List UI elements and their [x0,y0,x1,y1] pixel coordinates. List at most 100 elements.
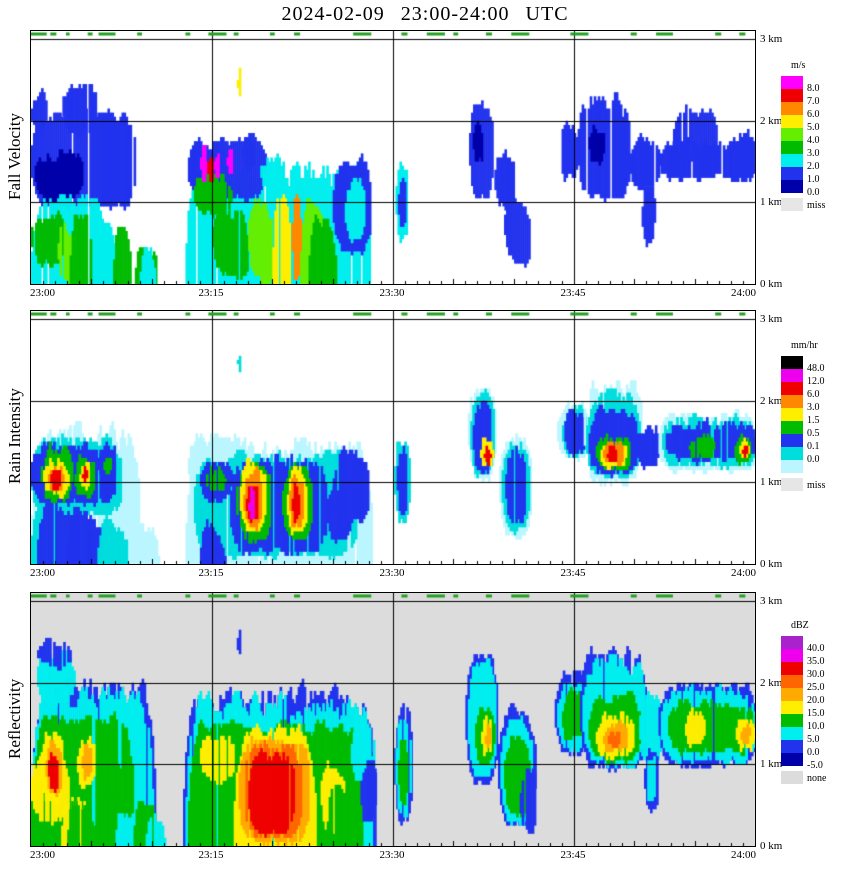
colorbar-block [781,701,803,714]
colorbar-unit-label: m/s [791,60,806,71]
time-tick-label: 23:00 [30,567,56,579]
colorbar-tick-label: 7.0 [807,96,820,107]
colorbar-block [781,115,803,128]
chart-title: 2024-02-09 23:00-24:00 UTC [281,3,569,25]
colorbar-tick-label: 0.0 [807,747,820,758]
time-tick-label: 23:30 [379,287,405,299]
colorbar-block [781,460,803,473]
time-tick-label: 24:00 [730,287,756,299]
colorbar-tick-label: 12.0 [807,376,825,387]
colorbar-tick-label: 10.0 [807,721,825,732]
height-tick-label: 2 km [760,394,783,407]
colorbar-tick-label: 5.0 [807,734,820,745]
colorbar-block [781,649,803,662]
colorbar-block [781,408,803,421]
plot-area-reflectivity [30,592,756,847]
height-tick-label: 3 km [760,595,783,608]
panel-fall-velocity: Fall Velocity 3 km 2 km 1 km 0 km 23:00 23:15 2… [0,30,850,330]
colorbar-block [781,434,803,447]
colorbar-tick-label: 15.0 [807,708,825,719]
time-tick-label: 23:45 [560,287,586,299]
colorbar-tick-label: 1.5 [807,415,820,426]
colorbar-block [781,688,803,701]
colorbar-tick-label: 2.0 [807,161,820,172]
heatmap-canvas-reflectivity [31,593,755,846]
colorbar-block [781,753,803,766]
y-axis-title-fall-velocity: Fall Velocity [5,112,24,201]
colorbar-block [781,675,803,688]
colorbar-block [781,727,803,740]
y-axis-title-rain-intensity: Rain Intensity [5,388,24,485]
height-tick-label: 0 km [760,278,783,290]
colorbar-tick-label: 3.0 [807,148,820,159]
height-tick-label: 2 km [760,114,783,127]
colorbar-tick-label: 48.0 [807,363,825,374]
plot-area-rain-intensity [30,310,756,565]
colorbar-block [781,714,803,727]
colorbar-missing-label: none [807,773,827,784]
heatmap-canvas-fall-velocity [31,31,755,284]
colorbar-tick-label: 30.0 [807,669,825,680]
colorbar-block [781,180,803,193]
colorbar-tick-label: 25.0 [807,682,825,693]
colorbar-unit-label: mm/hr [791,340,818,351]
time-tick-label: 23:15 [198,287,224,299]
time-tick-label: 24:00 [730,849,756,861]
colorbar-block [781,395,803,408]
colorbar-tick-label: 6.0 [807,109,820,120]
height-tick-label: 1 km [760,476,783,489]
colorbar-block [781,421,803,434]
colorbar-tick-label: 20.0 [807,695,825,706]
colorbar-block [781,89,803,102]
colorbar-tick-label: 0.5 [807,428,820,439]
colorbar-fall-velocity: m/s 8.0 7.0 6.0 5.0 4.0 3.0 2.0 1.0 0.0 miss [781,60,825,211]
colorbar-tick-label: 3.0 [807,402,820,413]
colorbar-block [781,154,803,167]
colorbar-tick-label: 0.0 [807,187,820,198]
colorbar-tick-label: 6.0 [807,389,820,400]
colorbar-block [781,76,803,89]
colorbar-tick-label: 35.0 [807,656,825,667]
colorbar-rain-intensity: mm/hr 48.0 12.0 6.0 3.0 1.5 0.5 0.1 0.0 miss [781,340,825,491]
panel-reflectivity: Reflectivity 3 km 2 km 1 km 0 km 23:00 23:15 23… [0,592,850,892]
colorbar-block [781,662,803,675]
colorbar-block [781,141,803,154]
y-axis-title-reflectivity: Reflectivity [5,678,24,759]
panel-rain-intensity: Rain Intensity 3 km 2 km 1 km 0 km 23:00 23:15… [0,310,850,610]
heatmap-canvas-rain-intensity [31,311,755,564]
plot-area-fall-velocity [30,30,756,285]
time-tick-label: 23:00 [30,287,56,299]
time-tick-label: 23:30 [379,849,405,861]
height-tick-label: 1 km [760,758,783,771]
colorbar-block [781,447,803,460]
colorbar-tick-label: 1.0 [807,174,820,185]
time-tick-label: 23:15 [198,849,224,861]
colorbar-block [781,740,803,753]
colorbar-block [781,369,803,382]
height-tick-label: 0 km [760,558,783,570]
time-tick-label: 23:45 [560,567,586,579]
colorbar-unit-label: dBZ [791,620,809,631]
colorbar-block [781,167,803,180]
colorbar-tick-label: 5.0 [807,122,820,133]
time-tick-label: 23:15 [198,567,224,579]
time-tick-label: 23:00 [30,849,56,861]
colorbar-block [781,636,803,649]
colorbar-missing-block [781,771,803,784]
colorbar-reflectivity: dBZ 40.0 35.0 30.0 25.0 20.0 15.0 10.0 5.0 0.0 -5.… [781,620,826,784]
colorbar-missing-label: miss [807,200,826,211]
colorbar-tick-label: -5.0 [807,760,823,771]
colorbar-block [781,356,803,369]
colorbar-tick-label: 8.0 [807,83,820,94]
time-tick-label: 23:45 [560,849,586,861]
colorbar-block [781,382,803,395]
height-tick-label: 3 km [760,33,783,46]
height-tick-label: 0 km [760,840,783,852]
colorbar-block [781,128,803,141]
height-tick-label: 1 km [760,196,783,209]
height-tick-label: 2 km [760,676,783,689]
colorbar-missing-block [781,478,803,491]
colorbar-tick-label: 0.0 [807,454,820,465]
colorbar-tick-label: 40.0 [807,643,825,654]
colorbar-missing-label: miss [807,480,826,491]
